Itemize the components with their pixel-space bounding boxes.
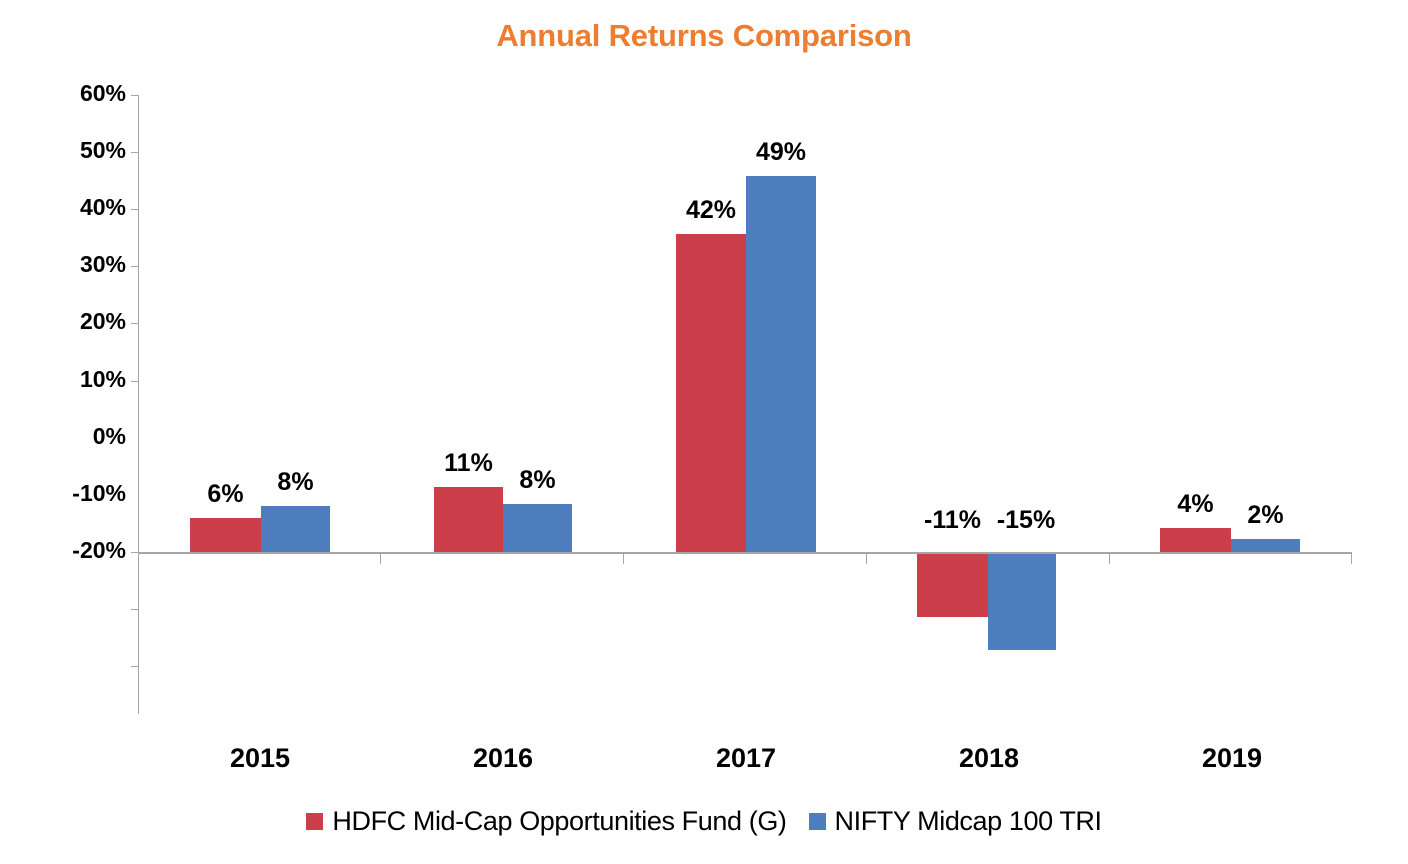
y-axis-label-30: 30% xyxy=(79,251,126,277)
y-axis-labels: 60% 50% 40% 30% 20% 10% 0% -10% -20% xyxy=(38,80,126,714)
x-axis-label-2018: 2018 xyxy=(958,743,1020,773)
y-axis-label-20: 20% xyxy=(79,308,126,334)
y-tick-10 xyxy=(131,381,138,382)
data-label-2016-hdfc: 11% xyxy=(444,449,493,477)
bar-2019-nifty[interactable] xyxy=(1231,539,1300,552)
bar-2018-nifty[interactable] xyxy=(988,554,1056,650)
y-tick-40 xyxy=(131,209,138,210)
x-tick-1 xyxy=(380,554,381,564)
data-label-2019-hdfc: 4% xyxy=(1177,490,1214,518)
bar-2018-hdfc[interactable] xyxy=(917,554,988,617)
bar-2017-hdfc[interactable] xyxy=(676,234,746,552)
legend-item-nifty[interactable]: NIFTY Midcap 100 TRI xyxy=(808,806,1103,837)
data-label-2018-nifty: -15% xyxy=(996,506,1056,534)
plot-area: 6% 8% 11% 8% 42% 49% -11% -15% 4% 2% 201… xyxy=(131,95,1352,773)
y-axis-label-40: 40% xyxy=(79,194,126,220)
x-tick-5 xyxy=(1351,554,1352,564)
y-axis-label-neg20: -20% xyxy=(72,537,126,563)
legend-label-nifty: NIFTY Midcap 100 TRI xyxy=(834,806,1103,836)
legend-item-hdfc[interactable]: HDFC Mid-Cap Opportunities Fund (G) xyxy=(306,806,787,837)
bar-2017-nifty[interactable] xyxy=(746,176,816,552)
data-label-2017-hdfc: 42% xyxy=(685,196,737,224)
y-tick-neg10 xyxy=(131,609,138,610)
y-axis-label-0: 0% xyxy=(92,423,126,449)
y-axis-label-50: 50% xyxy=(79,137,126,163)
bar-2015-nifty[interactable] xyxy=(261,506,330,552)
x-tick-2 xyxy=(623,554,624,564)
x-axis-label-2019: 2019 xyxy=(1201,743,1263,773)
y-axis-label-10: 10% xyxy=(79,366,126,392)
bar-2015-hdfc[interactable] xyxy=(190,518,261,552)
legend-swatch-icon-hdfc xyxy=(306,813,324,830)
legend-swatch-icon-nifty xyxy=(808,813,826,830)
y-tick-0 xyxy=(131,552,138,553)
chart-title: Annual Returns Comparison xyxy=(496,18,912,53)
data-label-2019-nifty: 2% xyxy=(1247,501,1284,529)
x-tick-3 xyxy=(866,554,867,564)
chart-legend: HDFC Mid-Cap Opportunities Fund (G) NIFT… xyxy=(0,806,1408,837)
x-axis-label-2015: 2015 xyxy=(229,743,291,773)
y-axis-label-neg10: -10% xyxy=(72,480,126,506)
y-axis-line xyxy=(138,95,139,714)
bar-2016-hdfc[interactable] xyxy=(434,487,503,552)
y-tick-neg20 xyxy=(131,666,138,667)
y-axis-label-60: 60% xyxy=(79,80,126,106)
bar-2016-nifty[interactable] xyxy=(503,504,572,552)
y-tick-60 xyxy=(131,95,138,96)
zero-baseline xyxy=(138,552,1352,554)
x-axis-label-2016: 2016 xyxy=(472,743,534,773)
data-label-2017-nifty: 49% xyxy=(755,138,807,166)
data-label-2015-hdfc: 6% xyxy=(207,480,244,508)
data-label-2018-hdfc: -11% xyxy=(924,506,981,534)
data-label-2015-nifty: 8% xyxy=(277,468,314,496)
x-axis-label-2017: 2017 xyxy=(715,743,777,773)
x-tick-4 xyxy=(1109,554,1110,564)
legend-label-hdfc: HDFC Mid-Cap Opportunities Fund (G) xyxy=(332,806,787,836)
bar-2019-hdfc[interactable] xyxy=(1160,528,1231,552)
y-tick-20 xyxy=(131,323,138,324)
y-tick-30 xyxy=(131,266,138,267)
data-label-2016-nifty: 8% xyxy=(519,466,556,494)
y-tick-50 xyxy=(131,152,138,153)
